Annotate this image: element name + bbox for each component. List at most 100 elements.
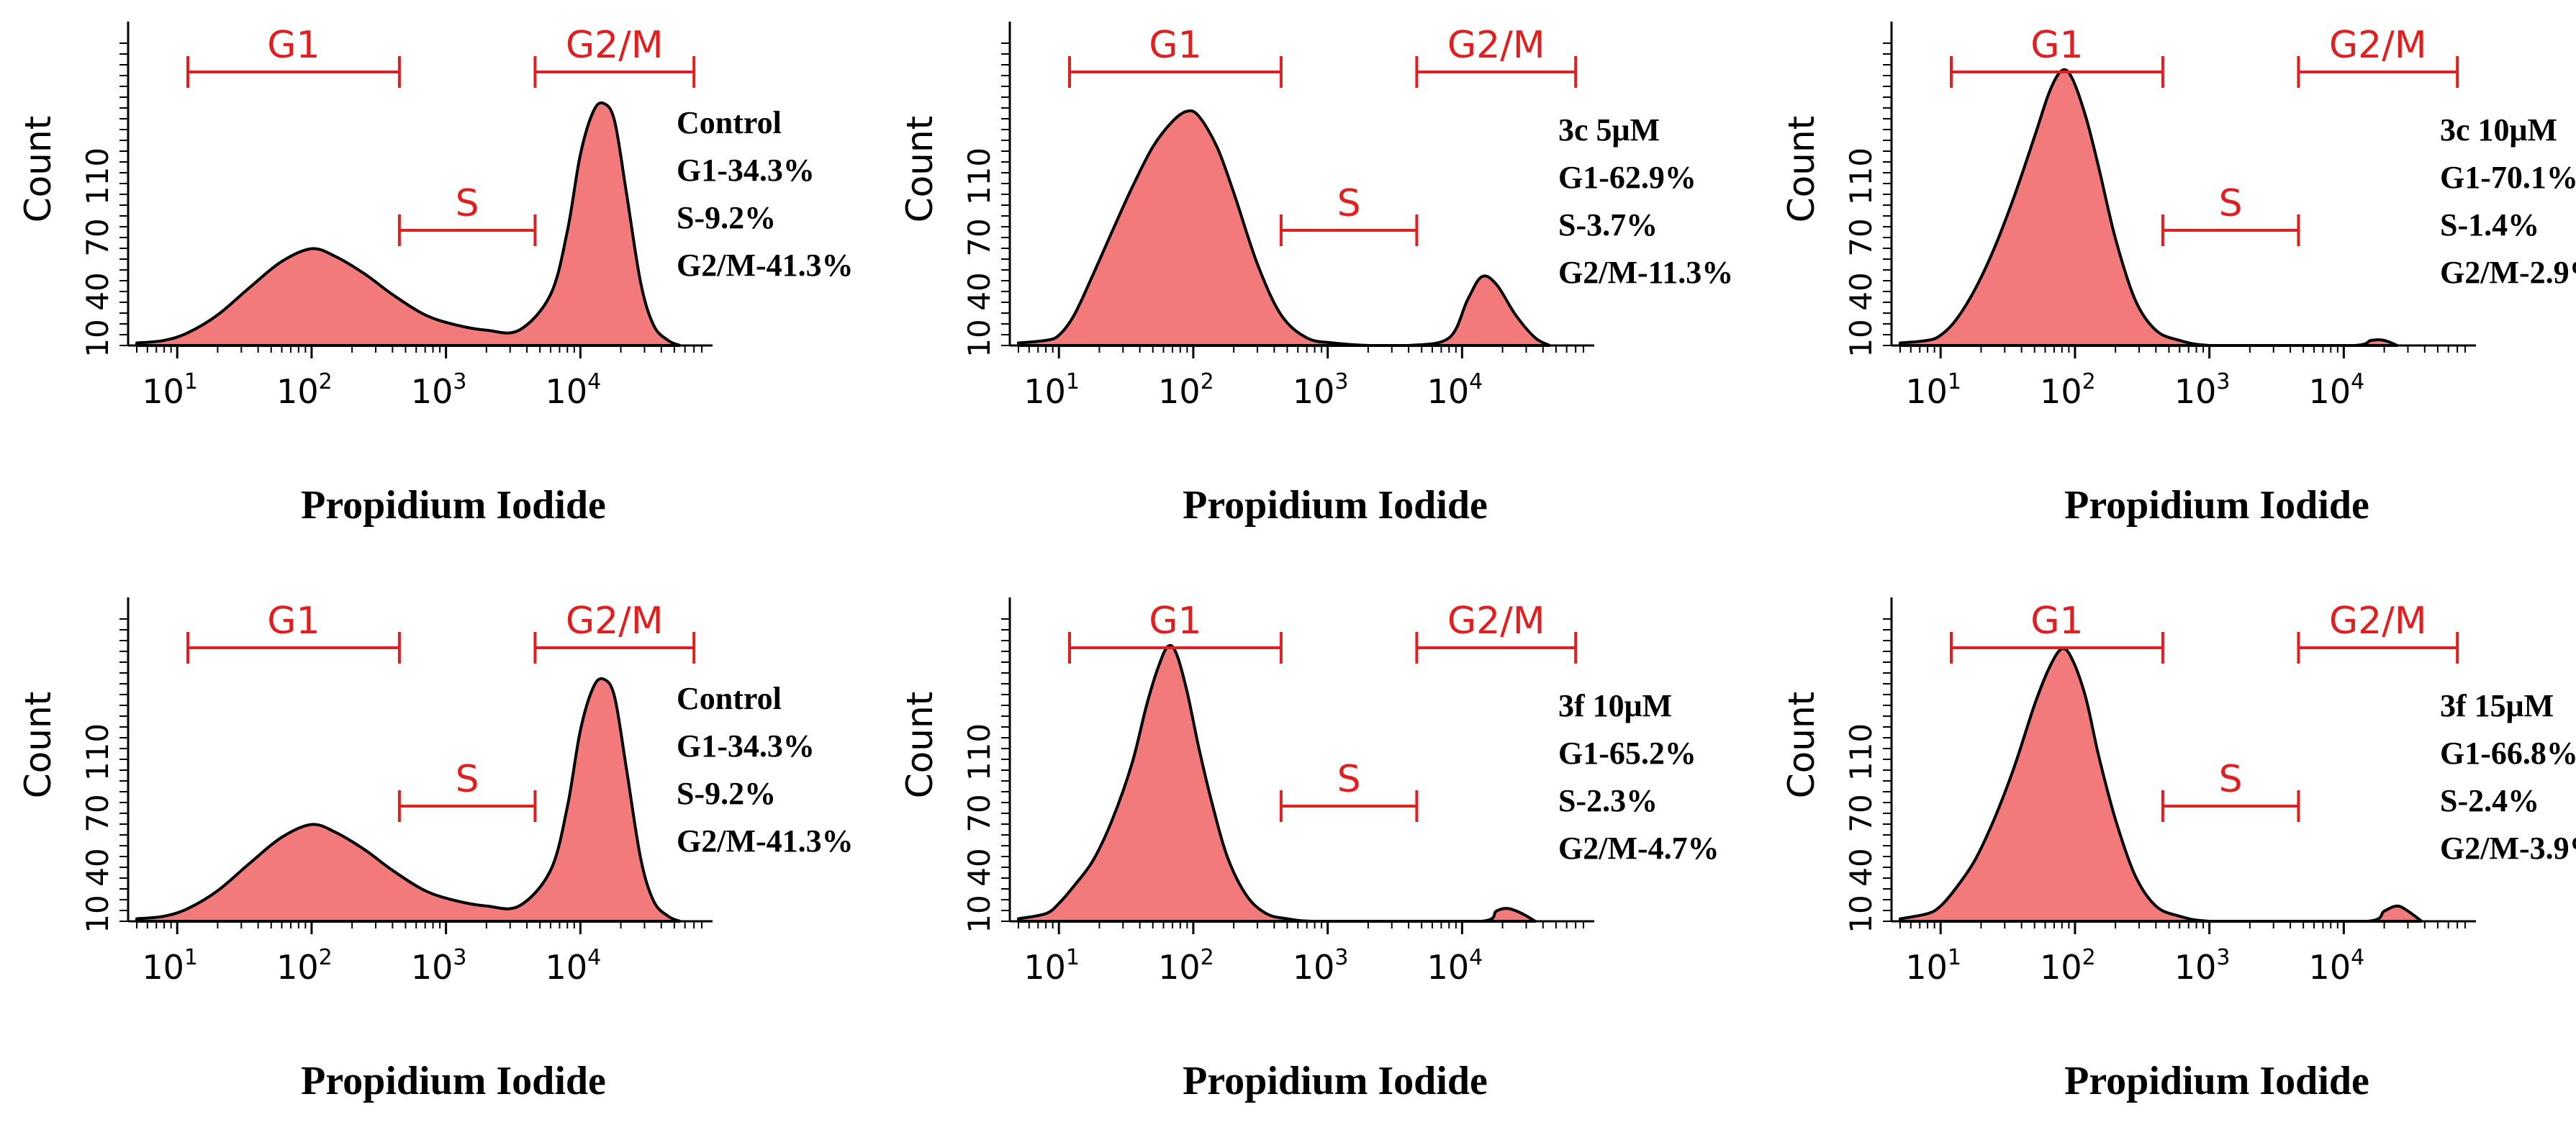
annotation-title: 3c 5μM [1558, 112, 1660, 148]
gate-label: S [456, 182, 479, 225]
gate-label: G2/M [1447, 24, 1545, 67]
gate-label: G1 [267, 24, 320, 67]
y-axis-label: Count [899, 116, 941, 223]
x-tick-label: 103 [1293, 945, 1349, 987]
x-tick-label: 103 [411, 945, 467, 987]
x-tick-label: 104 [1427, 945, 1483, 987]
gate-g2-m: G2/M [1415, 24, 1578, 88]
annotation-title: Control [677, 681, 782, 716]
annotation-line: G1-62.9% [1558, 160, 1696, 195]
gate-s: S [397, 758, 537, 822]
annotation-line: S-9.2% [677, 776, 776, 811]
x-tick-label: 104 [1427, 369, 1483, 411]
annotation-title: Control [677, 105, 782, 140]
y-tick-label: 110 [962, 148, 997, 205]
annotation-title: 3f 15μM [2440, 688, 2554, 723]
x-tick-label: 103 [1293, 369, 1349, 411]
x-tick-label: 103 [411, 369, 467, 411]
y-tick-label: 40 [1843, 272, 1879, 310]
gate-s: S [397, 182, 537, 246]
gate-g1: G1 [186, 24, 401, 88]
y-tick-label: 40 [80, 848, 115, 886]
x-axis-label: Propidium Iodide [1183, 1059, 1488, 1103]
y-tick-label: 10 [80, 895, 115, 933]
annotation-line: G2/M-2.9% [2440, 255, 2576, 290]
annotation-line: S-1.4% [2440, 207, 2539, 243]
x-tick-label: 104 [546, 369, 602, 411]
y-tick-label: 40 [1843, 848, 1879, 886]
y-tick-label: 70 [80, 218, 115, 256]
gate-label: G2/M [566, 600, 664, 643]
x-tick-label: 104 [2309, 369, 2365, 411]
y-tick-label: 110 [962, 723, 997, 781]
y-tick-label: 70 [962, 218, 997, 256]
y-tick-label: 40 [962, 272, 997, 310]
annotation-title: 3c 10μM [2440, 112, 2557, 148]
x-tick-label: 102 [276, 945, 333, 987]
gate-label: G1 [2030, 24, 2083, 67]
gate-label: S [2219, 182, 2243, 225]
x-tick-label: 101 [1023, 945, 1080, 987]
y-tick-label: 10 [80, 319, 115, 357]
x-tick-label: 104 [546, 945, 602, 987]
annotation-line: G2/M-3.9% [2440, 831, 2576, 866]
gate-g2-m: G2/M [1415, 600, 1578, 664]
gate-s: S [2161, 182, 2300, 246]
gate-label: S [2219, 758, 2243, 801]
gate-label: G2/M [566, 24, 664, 67]
y-axis-label: Count [899, 692, 941, 799]
y-axis-label: Count [17, 692, 59, 799]
x-tick-label: 102 [1158, 369, 1214, 411]
annotation-line: G2/M-4.7% [1558, 831, 1719, 866]
gate-label: G2/M [2329, 600, 2427, 643]
gate-label: G2/M [1447, 600, 1545, 643]
gate-g1: G1 [1067, 24, 1283, 88]
gate-s: S [1279, 758, 1419, 822]
y-axis-label: Count [17, 116, 59, 223]
histogram-panel: 10 40 70 110 Count 101 102 103 104 Propidium Iodi… [17, 597, 854, 1103]
gate-label: G1 [1149, 24, 1201, 67]
x-tick-label: 102 [276, 369, 333, 411]
gate-g2-m: G2/M [2297, 24, 2459, 88]
gate-g1: G1 [186, 600, 401, 664]
annotation-line: G1-70.1% [2440, 160, 2576, 195]
y-axis-label: Count [1781, 116, 1822, 223]
histogram-area [1017, 643, 1537, 923]
histogram-area [1899, 68, 2399, 348]
y-tick-label: 10 [1843, 319, 1879, 357]
x-tick-label: 102 [2040, 369, 2096, 411]
gate-g2-m: G2/M [2297, 600, 2459, 664]
gate-g1: G1 [1949, 24, 2164, 88]
gate-label: G1 [1149, 600, 1201, 643]
annotation-line: G2/M-41.3% [677, 248, 854, 283]
y-tick-label: 70 [962, 794, 997, 832]
histogram-panel: 10 40 70 110 Count 101 102 103 104 Propidium Iodi… [899, 22, 1733, 528]
x-axis-label: Propidium Iodide [301, 1059, 606, 1103]
histogram-panel: 10 40 70 110 Count 101 102 103 104 Propidium Iodi… [17, 22, 854, 528]
gate-label: S [456, 758, 479, 801]
annotation-title: 3f 10μM [1558, 688, 1672, 723]
gate-g2-m: G2/M [533, 24, 696, 88]
y-tick-label: 10 [1843, 895, 1879, 933]
y-tick-label: 70 [1843, 218, 1879, 256]
x-tick-label: 101 [1023, 369, 1080, 411]
y-tick-label: 70 [80, 794, 115, 832]
annotation-line: G1-34.3% [677, 728, 815, 764]
histogram-panel: 10 40 70 110 Count 101 102 103 104 Propidium Iodi… [899, 597, 1719, 1103]
x-axis-label: Propidium Iodide [2064, 1059, 2369, 1103]
x-tick-label: 103 [2174, 945, 2231, 987]
histogram-area [1899, 647, 2423, 923]
annotation-line: G1-34.3% [677, 153, 815, 188]
x-tick-label: 101 [1905, 369, 1961, 411]
gate-label: G1 [267, 600, 320, 643]
histogram-panel: 10 40 70 110 Count 101 102 103 104 Propidium Iodi… [1781, 22, 2576, 528]
gate-g1: G1 [1067, 600, 1283, 664]
x-tick-label: 101 [142, 369, 198, 411]
x-axis-label: Propidium Iodide [1183, 483, 1488, 528]
annotation-line: G2/M-11.3% [1558, 255, 1733, 290]
x-tick-label: 101 [1905, 945, 1961, 987]
y-axis-label: Count [1781, 692, 1822, 799]
annotation-line: S-2.3% [1558, 783, 1658, 818]
x-tick-label: 102 [1158, 945, 1214, 987]
